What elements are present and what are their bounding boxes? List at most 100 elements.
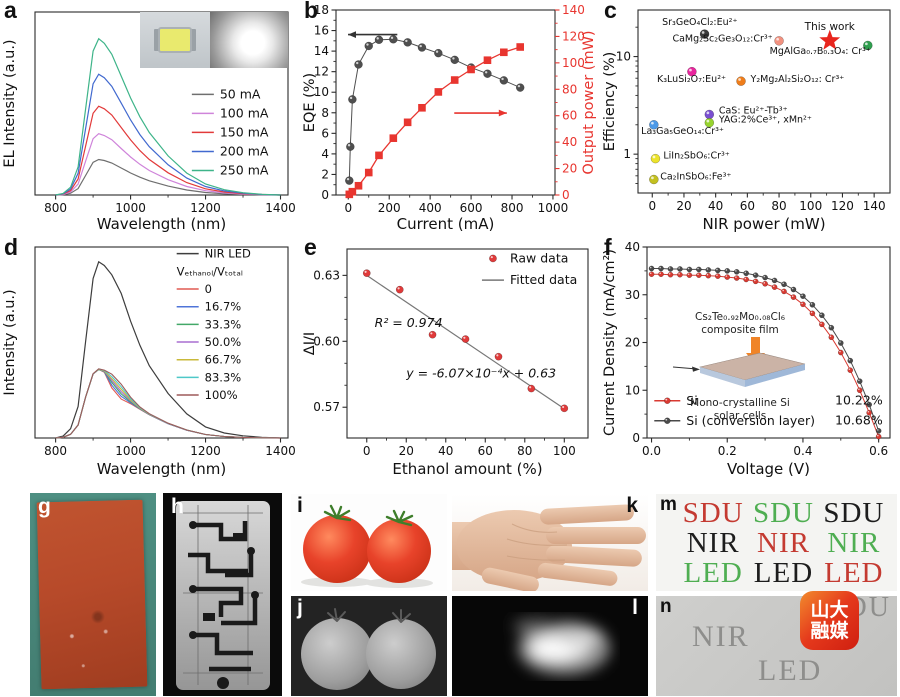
stencil-word: LED — [753, 557, 814, 590]
panel-letter-g: g — [38, 495, 51, 518]
stencil-word: SDU — [682, 496, 744, 529]
svg-text:0: 0 — [205, 282, 212, 296]
svg-text:R² = 0.974: R² = 0.974 — [375, 315, 443, 330]
svg-text:0: 0 — [363, 444, 371, 458]
svg-text:Output power (mW): Output power (mW) — [581, 30, 597, 174]
svg-text:20: 20 — [562, 162, 577, 176]
stencil-word: NIR — [757, 526, 810, 559]
panel-letter-k: k — [626, 494, 638, 517]
svg-text:400: 400 — [419, 201, 442, 215]
svg-text:0.57: 0.57 — [313, 400, 340, 414]
svg-text:50 mA: 50 mA — [220, 86, 261, 101]
photo-hand-nir: l — [452, 596, 648, 696]
stencil-word: LED — [683, 557, 743, 590]
si-cell-label: Mono-crystalline Si solar cells — [656, 397, 824, 423]
svg-text:CaMg₂Sc₂Ge₃O₁₂:Cr³⁺: CaMg₂Sc₂Ge₃O₁₂:Cr³⁺ — [672, 34, 772, 45]
photo-circuit-board-nir: h — [163, 493, 282, 696]
panel-letter-l: l — [632, 596, 638, 619]
panel-letter-f: f — [604, 234, 612, 260]
panel-d: d 800 1000 1200 1400 Wavelength (nm) Intensit… — [0, 234, 300, 482]
panel-f: f 0.0 0.2 0.4 0.6 0 10 20 30 40 Voltage (V) Curren… — [600, 234, 900, 482]
svg-text:Intensity (a.u.): Intensity (a.u.) — [2, 289, 18, 395]
svg-text:0: 0 — [648, 199, 656, 213]
panel-letter-c: c — [604, 0, 617, 23]
svg-text:120: 120 — [562, 29, 585, 43]
panel-letter-i: i — [297, 494, 303, 517]
panel-letter-a: a — [4, 0, 17, 23]
panel-a-inset-photos — [140, 12, 288, 68]
stencil-word: NIR — [827, 526, 881, 559]
svg-text:Sr₃GeO₄Cl₂:Eu²⁺: Sr₃GeO₄Cl₂:Eu²⁺ — [662, 17, 737, 28]
svg-text:1000: 1000 — [115, 444, 146, 458]
nir-view-word-nir: NIR — [692, 620, 750, 653]
watermark-line2: 融媒 — [810, 619, 849, 642]
svg-text:6: 6 — [321, 126, 329, 140]
photo-tomatoes-nir: j — [291, 596, 447, 696]
svg-text:33.3%: 33.3% — [205, 317, 242, 331]
panel-e-chart: 0 20 40 60 80 100 0.57 0.60 0.63 Ethanol amount (… — [302, 248, 589, 478]
svg-text:1200: 1200 — [190, 444, 221, 458]
svg-text:Ethanol amount (%): Ethanol amount (%) — [392, 460, 542, 478]
svg-text:0.60: 0.60 — [313, 334, 340, 348]
svg-text:1200: 1200 — [190, 201, 221, 215]
panel-f-chart: 0.0 0.2 0.4 0.6 0 10 20 30 40 Voltage (V) Current … — [602, 240, 891, 478]
svg-text:Wavelength (nm): Wavelength (nm) — [97, 215, 227, 233]
panel-b-chart: 0 200 400 600 800 100002468101214161802040608… — [302, 3, 597, 233]
svg-text:EQE (%): EQE (%) — [302, 73, 318, 132]
svg-text:ΔI/I: ΔI/I — [302, 332, 318, 355]
svg-text:150 mA: 150 mA — [220, 124, 269, 139]
svg-text:1000: 1000 — [538, 201, 569, 215]
svg-text:0.4: 0.4 — [793, 444, 812, 458]
svg-text:LiIn₂SbO₆:Cr³⁺: LiIn₂SbO₆:Cr³⁺ — [663, 151, 729, 162]
svg-text:800: 800 — [44, 201, 67, 215]
svg-text:60: 60 — [562, 109, 577, 123]
svg-text:140: 140 — [863, 199, 886, 213]
svg-text:16: 16 — [314, 24, 329, 38]
svg-text:16.7%: 16.7% — [205, 300, 242, 314]
svg-text:NIR LED: NIR LED — [205, 247, 251, 261]
svg-text:0.6: 0.6 — [869, 444, 888, 458]
svg-text:60: 60 — [740, 199, 755, 213]
stencil-word: LED — [824, 557, 884, 590]
svg-text:Wavelength (nm): Wavelength (nm) — [97, 460, 227, 478]
panel-d-chart: 800 1000 1200 1400 Wavelength (nm) Intensity … — [2, 246, 296, 478]
watermark-logo: 山大 融媒 — [800, 591, 859, 650]
panel-letter-n: n — [660, 596, 672, 617]
svg-text:4: 4 — [321, 147, 329, 161]
svg-text:0: 0 — [344, 201, 352, 215]
svg-text:40: 40 — [708, 199, 723, 213]
svg-text:100: 100 — [799, 199, 822, 213]
svg-text:0.0: 0.0 — [642, 444, 661, 458]
svg-text:0.63: 0.63 — [313, 268, 340, 282]
svg-text:80: 80 — [771, 199, 786, 213]
svg-text:CaS: Eu²⁺-Tb³⁺: CaS: Eu²⁺-Tb³⁺ — [719, 106, 788, 117]
svg-text:0: 0 — [632, 431, 640, 445]
svg-text:NIR power (mW): NIR power (mW) — [702, 215, 825, 233]
svg-text:40: 40 — [562, 135, 577, 149]
svg-text:Efficiency (%): Efficiency (%) — [602, 52, 618, 152]
svg-text:14: 14 — [314, 44, 329, 58]
svg-text:50.0%: 50.0% — [205, 335, 242, 349]
svg-text:Raw data: Raw data — [510, 250, 568, 265]
svg-text:Si (conversion layer): Si (conversion layer) — [686, 413, 815, 428]
svg-text:Ca₂InSbO₆:Fe³⁺: Ca₂InSbO₆:Fe³⁺ — [660, 172, 731, 183]
panel-letter-d: d — [4, 234, 19, 260]
svg-text:120: 120 — [831, 199, 854, 213]
svg-text:60: 60 — [478, 444, 493, 458]
panel-letter-m: m — [660, 494, 677, 515]
svg-text:1400: 1400 — [265, 444, 296, 458]
svg-text:80: 80 — [562, 82, 577, 96]
panel-f-inset: Cs₂Te₀.₉₂Mo₀.₀₈Cl₆ composite film Mono-c… — [656, 311, 824, 424]
photo-hand-visible: k — [452, 494, 648, 591]
svg-text:Voltage (V): Voltage (V) — [727, 460, 810, 478]
svg-text:10.68%: 10.68% — [835, 413, 883, 428]
svg-text:YAG:2%Ce³⁺, xMn²⁺: YAG:2%Ce³⁺, xMn²⁺ — [718, 115, 812, 126]
svg-text:200 mA: 200 mA — [220, 143, 269, 158]
tomatoes-color — [301, 504, 433, 588]
panel-c-chart: 0 20 40 60 80 100 120 140 1 10 NIR power (mW) Effic… — [602, 9, 891, 233]
composite-film-formula: Cs₂Te₀.₉₂Mo₀.₀₈Cl₆ — [695, 311, 785, 323]
led-glow-photo — [210, 12, 288, 68]
svg-text:0: 0 — [321, 188, 329, 202]
svg-text:1400: 1400 — [265, 201, 296, 215]
panel-letter-b: b — [304, 0, 319, 23]
